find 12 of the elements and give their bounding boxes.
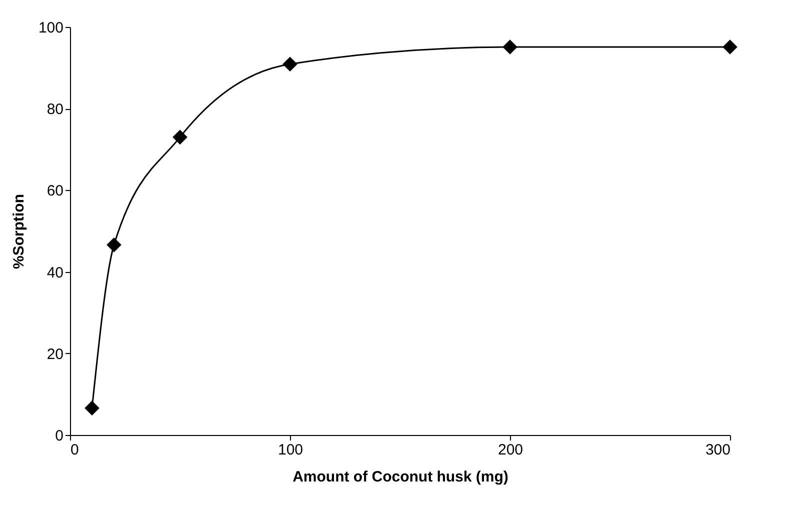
x-axis-title: Amount of Coconut husk (mg)	[292, 468, 508, 486]
x-tick-label: 200	[498, 442, 524, 458]
y-tick-label: 60	[46, 182, 64, 200]
y-tick-label: 100	[38, 20, 64, 36]
x-tick-label: 100	[278, 442, 304, 458]
y-tick-label: 40	[46, 264, 64, 282]
y-tick-label: 80	[46, 101, 64, 118]
y-tick-label: 0	[55, 428, 64, 444]
x-tick-label: 300	[705, 442, 730, 458]
x-tick-label: 0	[70, 442, 79, 458]
y-axis-title: %Sorption	[10, 194, 28, 269]
y-tick-label: 20	[46, 346, 64, 363]
